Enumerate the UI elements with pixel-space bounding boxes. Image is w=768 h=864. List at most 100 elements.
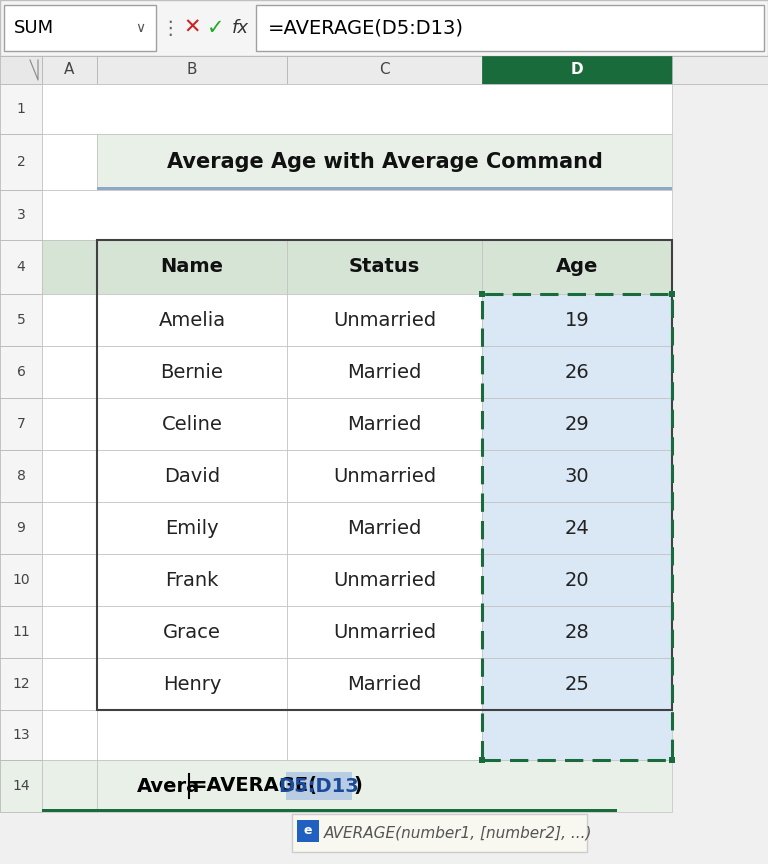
Bar	[482, 56, 672, 84]
Bar	[42, 554, 97, 606]
Text: D5:D13: D5:D13	[279, 777, 359, 796]
Text: Married: Married	[347, 415, 422, 434]
Text: Emily: Emily	[165, 518, 219, 537]
Bar	[256, 5, 764, 51]
Bar	[0, 190, 42, 240]
Bar	[97, 502, 287, 554]
Bar	[97, 240, 287, 294]
Bar	[0, 84, 42, 134]
Text: Frank: Frank	[165, 570, 219, 589]
Bar	[0, 294, 42, 346]
Bar	[287, 450, 482, 502]
Bar	[0, 346, 42, 398]
Bar	[42, 190, 672, 240]
Bar	[287, 294, 482, 346]
Bar	[4, 5, 156, 51]
Bar	[482, 710, 672, 760]
Bar	[97, 450, 287, 502]
Bar	[482, 398, 672, 450]
Text: 26: 26	[564, 363, 589, 382]
Bar	[482, 450, 672, 502]
Bar	[97, 658, 287, 710]
Bar	[287, 398, 482, 450]
Bar	[292, 814, 587, 852]
Text: 1: 1	[17, 102, 25, 116]
Text: 7: 7	[17, 417, 25, 431]
Bar	[0, 710, 42, 760]
Text: ⋮: ⋮	[161, 18, 180, 37]
Text: 2: 2	[17, 155, 25, 169]
Bar	[42, 398, 97, 450]
Text: 24: 24	[564, 518, 589, 537]
Bar	[297, 820, 319, 842]
Bar	[286, 772, 352, 800]
Bar	[97, 346, 287, 398]
Text: e: e	[304, 824, 313, 837]
Bar	[0, 606, 42, 658]
Text: =AVERAGE(D5:D13): =AVERAGE(D5:D13)	[268, 18, 464, 37]
Bar	[0, 0, 768, 56]
Bar	[482, 294, 672, 760]
Bar	[42, 606, 97, 658]
Text: 10: 10	[12, 573, 30, 587]
Bar	[287, 554, 482, 606]
Bar	[0, 240, 42, 294]
Bar	[42, 809, 617, 812]
Text: SUM: SUM	[14, 19, 54, 37]
Text: Avera: Avera	[137, 777, 200, 796]
Bar	[97, 134, 672, 190]
Text: C: C	[379, 62, 390, 78]
Text: David: David	[164, 467, 220, 486]
Text: =AVERAGE(: =AVERAGE(	[191, 777, 318, 796]
Bar	[287, 658, 482, 710]
Text: Average Age with Average Command: Average Age with Average Command	[167, 152, 602, 172]
Text: 11: 11	[12, 625, 30, 639]
Bar	[97, 606, 287, 658]
Bar	[479, 291, 485, 297]
Text: ∨: ∨	[135, 21, 145, 35]
Bar	[0, 134, 42, 190]
Bar	[0, 450, 42, 502]
Bar	[42, 658, 97, 710]
Text: B: B	[187, 62, 197, 78]
Bar	[97, 710, 287, 760]
Bar	[42, 56, 97, 84]
Bar	[42, 502, 97, 554]
Text: 3: 3	[17, 208, 25, 222]
Text: 28: 28	[564, 622, 589, 641]
Bar	[42, 134, 97, 190]
Text: 25: 25	[564, 675, 589, 694]
Text: D: D	[571, 62, 584, 78]
Text: 9: 9	[17, 521, 25, 535]
Text: 29: 29	[564, 415, 589, 434]
Text: Amelia: Amelia	[158, 310, 226, 329]
Bar	[42, 710, 97, 760]
Text: 19: 19	[564, 310, 589, 329]
Text: Married: Married	[347, 363, 422, 382]
Text: Name: Name	[161, 257, 223, 276]
Text: 6: 6	[17, 365, 25, 379]
Bar	[287, 56, 482, 84]
Text: Unmarried: Unmarried	[333, 570, 436, 589]
Text: 14: 14	[12, 779, 30, 793]
Bar	[97, 187, 672, 190]
Text: 20: 20	[564, 570, 589, 589]
Bar	[42, 450, 97, 502]
Text: Married: Married	[347, 518, 422, 537]
Bar	[0, 658, 42, 710]
Bar	[0, 398, 42, 450]
Text: Unmarried: Unmarried	[333, 467, 436, 486]
Text: Unmarried: Unmarried	[333, 310, 436, 329]
Bar	[0, 760, 42, 812]
Text: 30: 30	[564, 467, 589, 486]
Bar	[482, 502, 672, 554]
Text: Henry: Henry	[163, 675, 221, 694]
Text: 8: 8	[17, 469, 25, 483]
Text: Married: Married	[347, 675, 422, 694]
Bar	[42, 84, 672, 134]
Bar	[287, 240, 482, 294]
Bar	[482, 554, 672, 606]
Bar	[482, 606, 672, 658]
Bar	[0, 554, 42, 606]
Bar	[0, 56, 42, 84]
